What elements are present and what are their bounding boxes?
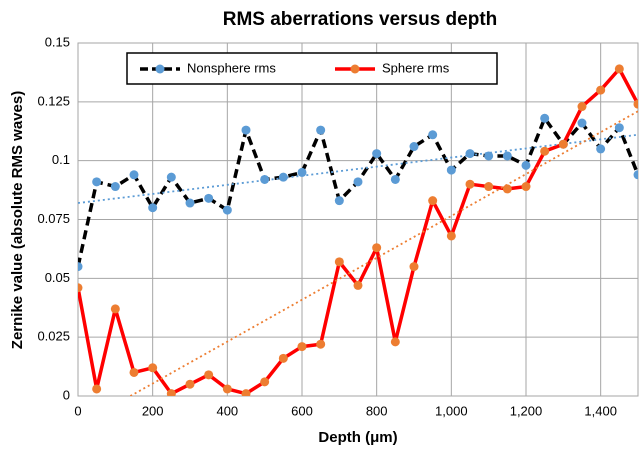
data-point: [92, 177, 102, 187]
data-point: [502, 151, 512, 161]
x-tick-label: 200: [142, 403, 164, 418]
data-point: [502, 184, 512, 194]
data-point: [446, 165, 456, 175]
data-point: [428, 196, 438, 206]
data-point: [166, 172, 176, 182]
data-point: [372, 243, 382, 253]
data-point: [92, 384, 102, 394]
y-tick-label: 0.125: [37, 93, 70, 108]
data-point: [316, 339, 326, 349]
data-point: [204, 370, 214, 380]
legend-label: Sphere rms: [382, 60, 450, 75]
data-point: [110, 182, 120, 192]
y-tick-label: 0: [63, 387, 70, 402]
data-point: [633, 99, 638, 109]
data-point: [185, 198, 195, 208]
data-point: [428, 130, 438, 140]
data-point: [409, 142, 419, 152]
data-point: [353, 177, 363, 187]
data-point: [390, 174, 400, 184]
trend-line: [128, 110, 638, 396]
chart-title: RMS aberrations versus depth: [223, 9, 498, 30]
data-point: [465, 179, 475, 189]
x-tick-label: 600: [291, 403, 313, 418]
data-point: [129, 170, 139, 180]
y-tick-label: 0.025: [37, 329, 70, 344]
legend-marker: [155, 64, 165, 74]
data-point: [596, 85, 606, 95]
data-point: [446, 231, 456, 241]
data-point: [409, 262, 419, 272]
data-point: [390, 337, 400, 347]
data-point: [614, 64, 624, 74]
x-tick-label: 800: [366, 403, 388, 418]
data-point: [278, 353, 288, 363]
data-point: [521, 160, 531, 170]
y-tick-label: 0.075: [37, 211, 70, 226]
plot-border: [77, 42, 639, 397]
data-point: [260, 174, 270, 184]
data-point: [297, 167, 307, 177]
data-point: [577, 118, 587, 128]
data-point: [297, 342, 307, 352]
legend-marker: [350, 64, 360, 74]
data-point: [316, 125, 326, 135]
data-point: [353, 280, 363, 290]
data-point: [222, 205, 232, 215]
x-tick-label: 0: [74, 403, 81, 418]
data-point: [633, 170, 638, 180]
data-point: [166, 389, 176, 396]
data-point: [241, 125, 251, 135]
data-point: [334, 257, 344, 267]
x-tick-label: 1,200: [510, 403, 543, 418]
data-point: [540, 146, 550, 156]
data-point: [484, 182, 494, 192]
data-point: [148, 203, 158, 213]
y-tick-label: 0.1: [52, 152, 70, 167]
x-axis-label: Depth (μm): [318, 429, 397, 446]
data-point: [110, 304, 120, 314]
y-tick-label: 0.15: [45, 34, 70, 49]
data-point: [372, 149, 382, 159]
y-axis-label: Zernike value (absolute RMS waves): [9, 91, 26, 349]
legend-label: Nonsphere rms: [187, 60, 276, 75]
data-point: [614, 123, 624, 133]
data-point: [278, 172, 288, 182]
data-point: [484, 151, 494, 161]
data-point: [596, 144, 606, 154]
plot-area: [78, 64, 638, 396]
data-point: [558, 139, 568, 149]
y-tick-label: 0.05: [45, 270, 70, 285]
series-line: [78, 67, 638, 396]
data-point: [465, 149, 475, 159]
data-point: [222, 384, 232, 394]
data-point: [78, 283, 83, 293]
data-point: [521, 182, 531, 192]
data-point: [334, 196, 344, 206]
data-point: [204, 193, 214, 203]
data-point: [148, 363, 158, 373]
legend-box: [126, 52, 498, 85]
data-point: [185, 379, 195, 389]
data-point: [241, 389, 251, 396]
data-point: [577, 102, 587, 112]
data-point: [540, 113, 550, 123]
series-line: [78, 116, 638, 267]
data-point: [260, 377, 270, 387]
data-point: [78, 262, 83, 272]
x-tick-label: 1,400: [584, 403, 617, 418]
trend-line: [78, 133, 638, 204]
x-tick-label: 400: [216, 403, 238, 418]
x-tick-label: 1,000: [435, 403, 468, 418]
data-point: [129, 367, 139, 377]
